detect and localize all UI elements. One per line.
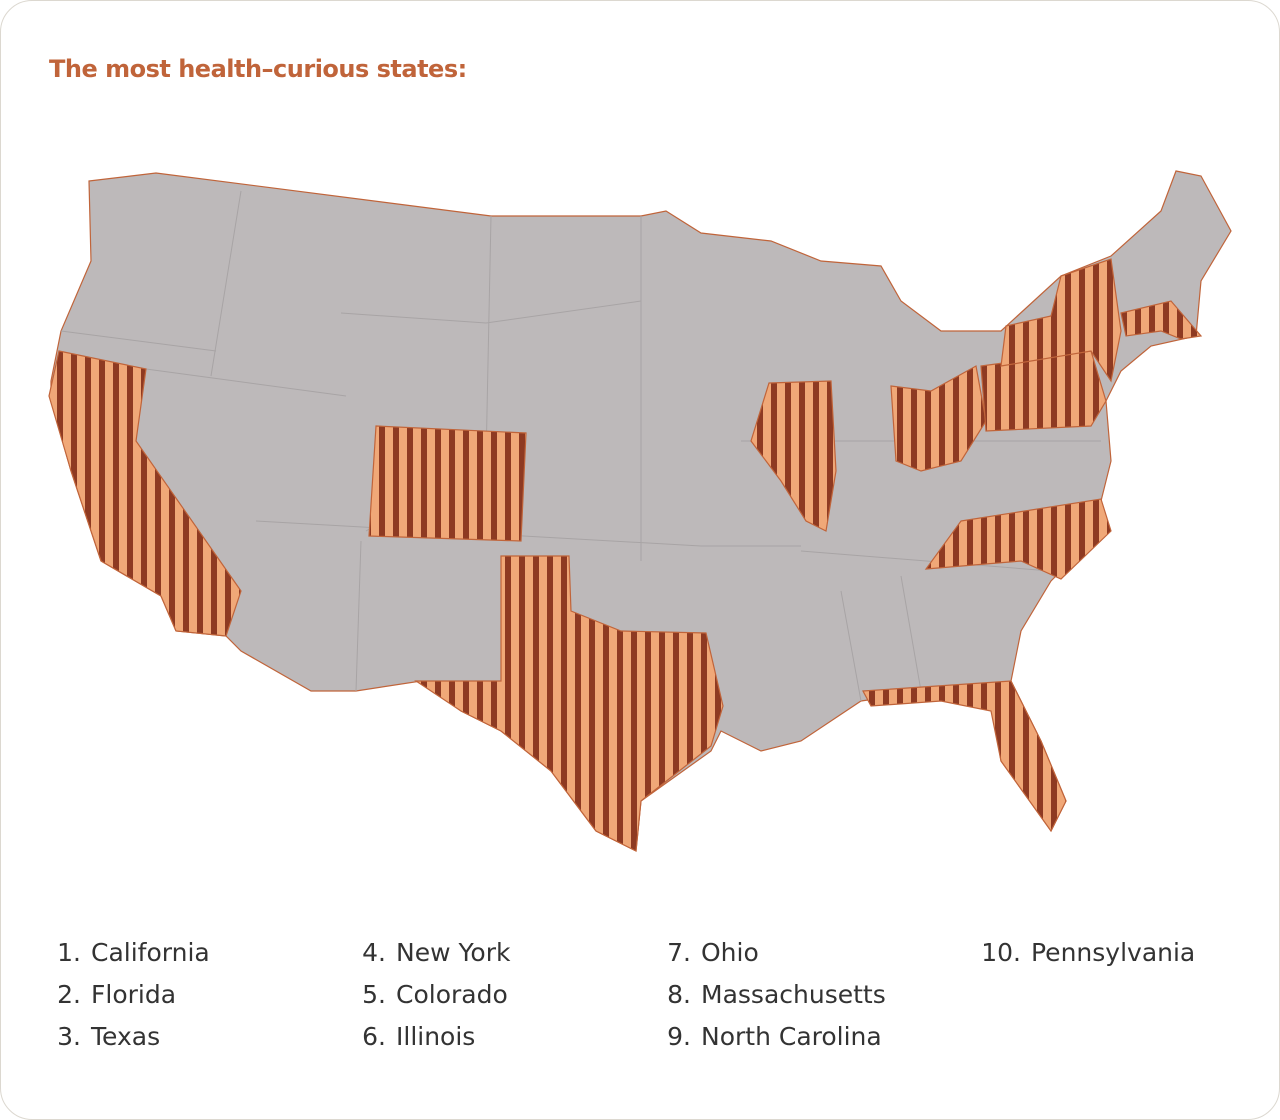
state-california xyxy=(48,350,242,637)
state-ohio xyxy=(890,365,987,472)
rank-item: 10. xyxy=(981,938,1021,967)
state-name: New York xyxy=(396,938,511,967)
state-texas xyxy=(414,555,724,852)
state-north-carolina xyxy=(924,498,1112,580)
state-massachusetts xyxy=(1120,300,1203,340)
state-new-york xyxy=(1000,258,1122,383)
rank-item: 9. xyxy=(667,1022,691,1051)
state-name: North Carolina xyxy=(701,1022,882,1051)
rank-item: 2. xyxy=(57,980,81,1009)
state-name: California xyxy=(91,938,210,967)
rank-list: 1. California 2. Florida 3. Texas 4. New York 5.… xyxy=(57,938,1195,1051)
state-illinois xyxy=(750,380,837,532)
rank-number: 3. xyxy=(57,1022,81,1051)
rank-item: 4. xyxy=(362,938,386,967)
rank-number: 8. xyxy=(667,980,691,1009)
highlighted-states xyxy=(48,258,1203,852)
state-name: Massachusetts xyxy=(701,980,886,1009)
rank-item: 8. xyxy=(667,980,691,1009)
rank-item: 6. xyxy=(362,1022,386,1051)
state-name: Ohio xyxy=(701,938,759,967)
state-florida xyxy=(862,680,1067,833)
rank-number: 6. xyxy=(362,1022,386,1051)
title: The most health–curious states: xyxy=(49,55,467,83)
state-pennsylvania xyxy=(980,350,1107,432)
rank-number: 1. xyxy=(57,938,81,967)
state-name: Texas xyxy=(90,1022,160,1051)
state-name: Florida xyxy=(91,980,176,1009)
rank-item: 5. xyxy=(362,980,386,1009)
rank-number: 2. xyxy=(57,980,81,1009)
rank-item: 7. xyxy=(667,938,691,967)
state-name: Colorado xyxy=(396,980,508,1009)
rank-number: 7. xyxy=(667,938,691,967)
rank-number: 5. xyxy=(362,980,386,1009)
rank-item: 3. xyxy=(57,1022,81,1051)
rank-number: 4. xyxy=(362,938,386,967)
rank-number: 10. xyxy=(981,938,1021,967)
state-name: Illinois xyxy=(396,1022,475,1051)
state-colorado xyxy=(368,425,527,542)
rank-item: 1. xyxy=(57,938,81,967)
rank-number: 9. xyxy=(667,1022,691,1051)
state-name: Pennsylvania xyxy=(1031,938,1195,967)
